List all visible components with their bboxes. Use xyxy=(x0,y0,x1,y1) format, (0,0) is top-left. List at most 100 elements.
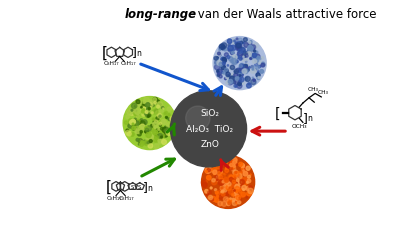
Circle shape xyxy=(128,111,132,116)
Circle shape xyxy=(221,44,227,49)
Circle shape xyxy=(231,166,236,171)
Circle shape xyxy=(224,159,226,161)
Circle shape xyxy=(137,132,139,134)
Circle shape xyxy=(220,179,225,184)
Circle shape xyxy=(237,193,241,198)
Circle shape xyxy=(252,78,254,79)
Circle shape xyxy=(222,62,226,65)
Circle shape xyxy=(147,104,149,106)
Circle shape xyxy=(214,198,219,202)
Circle shape xyxy=(245,61,247,63)
Circle shape xyxy=(126,116,129,119)
Circle shape xyxy=(219,63,223,67)
Circle shape xyxy=(247,51,250,53)
Circle shape xyxy=(231,198,235,202)
Text: ]: ] xyxy=(143,180,148,193)
Text: OCH₃: OCH₃ xyxy=(291,124,307,129)
Circle shape xyxy=(245,59,248,62)
Circle shape xyxy=(130,133,132,134)
Circle shape xyxy=(255,59,259,63)
Circle shape xyxy=(147,116,149,118)
Circle shape xyxy=(210,187,212,189)
Circle shape xyxy=(229,189,234,194)
Circle shape xyxy=(152,123,154,126)
Circle shape xyxy=(258,66,261,68)
Circle shape xyxy=(155,134,158,137)
Circle shape xyxy=(155,136,158,140)
Circle shape xyxy=(236,186,238,188)
Text: S: S xyxy=(131,185,134,190)
Circle shape xyxy=(141,110,145,114)
Circle shape xyxy=(201,156,255,209)
Circle shape xyxy=(244,57,246,58)
Circle shape xyxy=(217,170,221,174)
Circle shape xyxy=(206,194,209,196)
Circle shape xyxy=(232,61,237,65)
Text: SiO₂: SiO₂ xyxy=(200,109,219,118)
Circle shape xyxy=(165,129,169,133)
Circle shape xyxy=(228,50,230,52)
Circle shape xyxy=(136,101,141,107)
Circle shape xyxy=(126,130,128,132)
Circle shape xyxy=(207,169,211,172)
Circle shape xyxy=(138,139,143,143)
Circle shape xyxy=(236,195,241,200)
Circle shape xyxy=(134,121,139,126)
Circle shape xyxy=(156,137,159,141)
Circle shape xyxy=(135,119,138,123)
Circle shape xyxy=(171,128,176,133)
Circle shape xyxy=(226,168,227,170)
Circle shape xyxy=(227,75,229,77)
Circle shape xyxy=(217,174,221,178)
Circle shape xyxy=(236,164,238,166)
Circle shape xyxy=(136,100,140,104)
Circle shape xyxy=(233,189,237,194)
Text: CH₃: CH₃ xyxy=(308,87,319,92)
Circle shape xyxy=(136,120,141,125)
Circle shape xyxy=(130,108,134,113)
Circle shape xyxy=(129,111,134,116)
Circle shape xyxy=(226,162,228,164)
Circle shape xyxy=(214,189,217,191)
Circle shape xyxy=(221,58,224,61)
Circle shape xyxy=(144,98,149,103)
Circle shape xyxy=(230,48,232,50)
Circle shape xyxy=(261,57,264,60)
Circle shape xyxy=(239,64,245,69)
Circle shape xyxy=(227,40,232,44)
Text: ]: ] xyxy=(132,46,137,59)
Circle shape xyxy=(144,126,149,131)
Circle shape xyxy=(219,180,224,185)
Circle shape xyxy=(170,127,171,128)
Circle shape xyxy=(254,51,256,53)
Circle shape xyxy=(209,166,211,168)
Circle shape xyxy=(165,112,168,115)
Circle shape xyxy=(134,120,136,122)
Circle shape xyxy=(231,59,236,64)
Circle shape xyxy=(255,64,258,67)
Circle shape xyxy=(235,178,240,183)
Circle shape xyxy=(243,57,244,58)
Circle shape xyxy=(148,136,153,141)
Circle shape xyxy=(164,134,168,137)
Circle shape xyxy=(164,127,167,129)
Circle shape xyxy=(234,176,237,179)
Circle shape xyxy=(145,112,149,116)
Circle shape xyxy=(262,63,264,66)
Circle shape xyxy=(144,131,148,134)
Circle shape xyxy=(156,126,158,128)
Circle shape xyxy=(160,104,162,106)
Circle shape xyxy=(148,109,151,112)
Circle shape xyxy=(208,191,211,195)
Circle shape xyxy=(219,54,221,56)
Circle shape xyxy=(250,42,252,44)
Circle shape xyxy=(217,75,220,77)
Circle shape xyxy=(214,173,216,175)
Circle shape xyxy=(135,110,137,112)
Circle shape xyxy=(153,106,154,107)
Text: van der Waals attractive force: van der Waals attractive force xyxy=(194,8,377,21)
Circle shape xyxy=(233,82,236,84)
Circle shape xyxy=(225,160,227,163)
Circle shape xyxy=(242,166,244,168)
Circle shape xyxy=(146,103,150,107)
